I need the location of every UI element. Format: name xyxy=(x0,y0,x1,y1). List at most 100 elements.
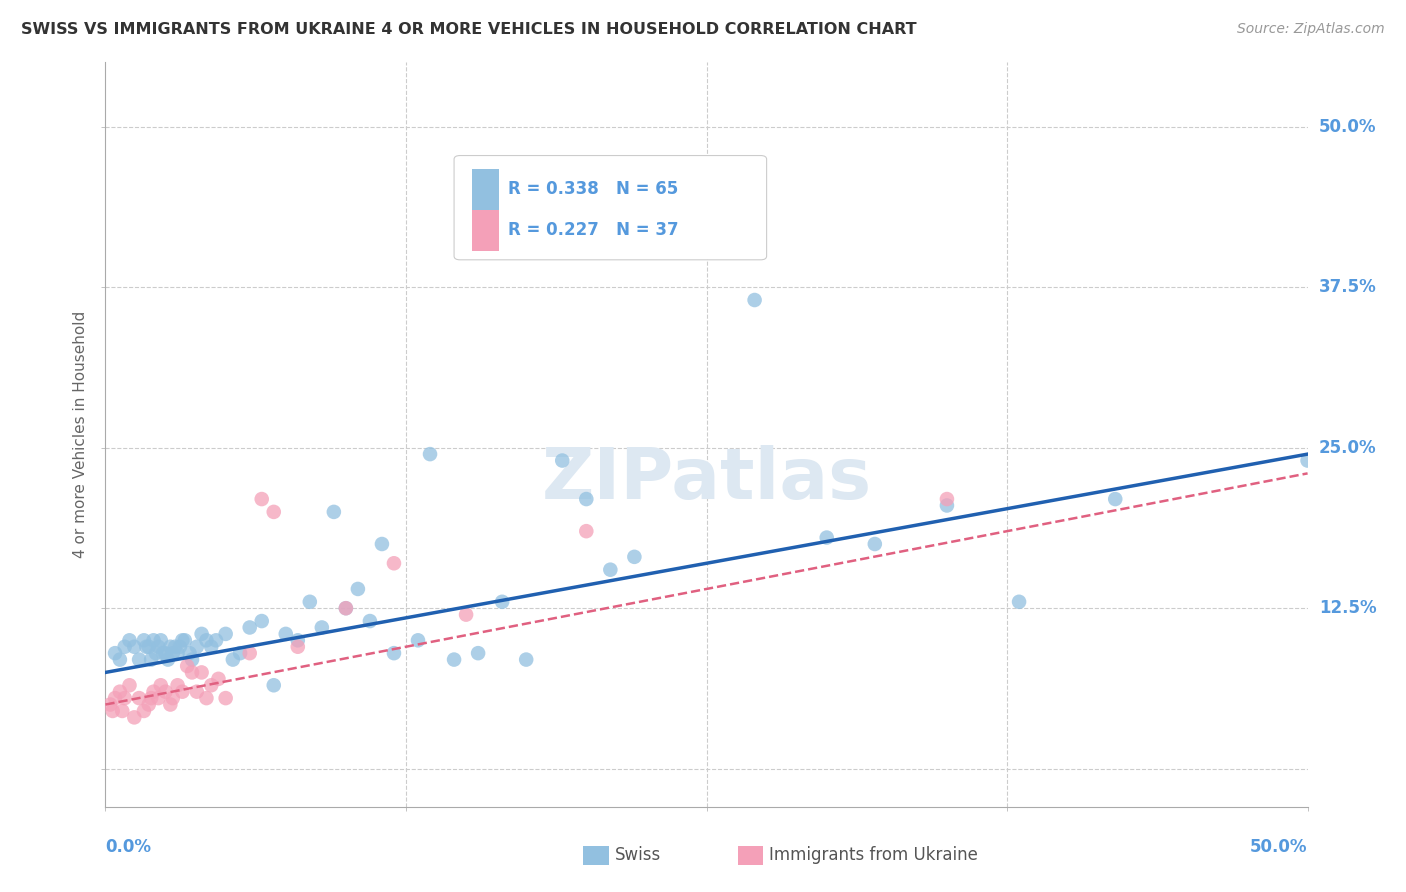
Point xyxy=(200,640,222,654)
Point xyxy=(467,646,489,660)
Point xyxy=(124,640,146,654)
Text: Swiss: Swiss xyxy=(614,847,661,864)
Point xyxy=(239,646,262,660)
Point xyxy=(156,652,179,666)
Point xyxy=(491,595,513,609)
Text: 50.0%: 50.0% xyxy=(1319,118,1376,136)
Point xyxy=(575,524,598,538)
Point xyxy=(114,691,136,706)
Point xyxy=(443,652,465,666)
Point xyxy=(205,633,228,648)
Point xyxy=(222,652,245,666)
Text: R = 0.338   N = 65: R = 0.338 N = 65 xyxy=(508,180,679,198)
Point xyxy=(104,646,127,660)
Text: 25.0%: 25.0% xyxy=(1319,439,1376,457)
Point xyxy=(263,678,285,692)
Point xyxy=(181,652,204,666)
Point xyxy=(274,627,297,641)
Point xyxy=(311,620,333,634)
Point xyxy=(347,582,370,596)
Point xyxy=(195,691,218,706)
Point xyxy=(207,672,229,686)
Point xyxy=(181,665,204,680)
Point xyxy=(744,293,766,307)
Point xyxy=(138,640,160,654)
Point xyxy=(172,633,194,648)
Point xyxy=(936,491,959,506)
Point xyxy=(169,640,191,654)
Point xyxy=(382,556,405,570)
Point xyxy=(159,698,181,712)
Point xyxy=(101,704,124,718)
Point xyxy=(419,447,441,461)
Point xyxy=(815,531,838,545)
Point xyxy=(132,704,155,718)
Point xyxy=(108,652,131,666)
Point xyxy=(1296,453,1319,467)
Point xyxy=(152,646,174,660)
FancyBboxPatch shape xyxy=(472,169,499,210)
Text: SWISS VS IMMIGRANTS FROM UKRAINE 4 OR MORE VEHICLES IN HOUSEHOLD CORRELATION CHA: SWISS VS IMMIGRANTS FROM UKRAINE 4 OR MO… xyxy=(21,22,917,37)
Point xyxy=(190,665,212,680)
Point xyxy=(118,678,141,692)
Point xyxy=(186,684,208,698)
Point xyxy=(128,691,150,706)
Point xyxy=(599,563,621,577)
FancyBboxPatch shape xyxy=(454,155,766,260)
Point xyxy=(124,710,146,724)
Point xyxy=(111,704,134,718)
Point xyxy=(623,549,645,564)
Text: Immigrants from Ukraine: Immigrants from Ukraine xyxy=(769,847,979,864)
Point xyxy=(936,499,959,513)
Point xyxy=(335,601,357,615)
Point xyxy=(287,640,309,654)
FancyBboxPatch shape xyxy=(472,210,499,251)
Point xyxy=(179,646,201,660)
Point xyxy=(165,640,187,654)
Point xyxy=(551,453,574,467)
Point xyxy=(214,627,236,641)
Point xyxy=(166,646,188,660)
Point xyxy=(335,601,357,615)
Point xyxy=(298,595,321,609)
Point xyxy=(190,627,212,641)
Point xyxy=(229,646,252,660)
Point xyxy=(250,491,273,506)
Point xyxy=(114,640,136,654)
Point xyxy=(195,633,218,648)
Point xyxy=(515,652,537,666)
Point xyxy=(135,640,157,654)
Point xyxy=(186,640,208,654)
Point xyxy=(104,691,127,706)
Point xyxy=(128,652,150,666)
Text: 0.0%: 0.0% xyxy=(105,838,152,855)
Point xyxy=(406,633,429,648)
Text: R = 0.227   N = 37: R = 0.227 N = 37 xyxy=(508,221,679,239)
Text: 50.0%: 50.0% xyxy=(1250,838,1308,855)
Point xyxy=(166,678,188,692)
Point xyxy=(250,614,273,628)
Point xyxy=(200,678,222,692)
Point xyxy=(322,505,344,519)
Point xyxy=(108,684,131,698)
Point xyxy=(1104,491,1126,506)
Text: 12.5%: 12.5% xyxy=(1319,599,1376,617)
Y-axis label: 4 or more Vehicles in Household: 4 or more Vehicles in Household xyxy=(73,311,89,558)
Point xyxy=(148,691,170,706)
Point xyxy=(155,684,177,698)
Point xyxy=(149,678,172,692)
Point xyxy=(173,633,195,648)
Point xyxy=(138,698,160,712)
Point xyxy=(863,537,886,551)
Point xyxy=(371,537,394,551)
Point xyxy=(159,640,181,654)
Point xyxy=(162,691,184,706)
Point xyxy=(1008,595,1031,609)
Point xyxy=(118,633,141,648)
Text: Source: ZipAtlas.com: Source: ZipAtlas.com xyxy=(1237,22,1385,37)
Point xyxy=(98,698,121,712)
Point xyxy=(575,491,598,506)
Point xyxy=(139,691,162,706)
Point xyxy=(148,640,170,654)
Point xyxy=(139,652,162,666)
